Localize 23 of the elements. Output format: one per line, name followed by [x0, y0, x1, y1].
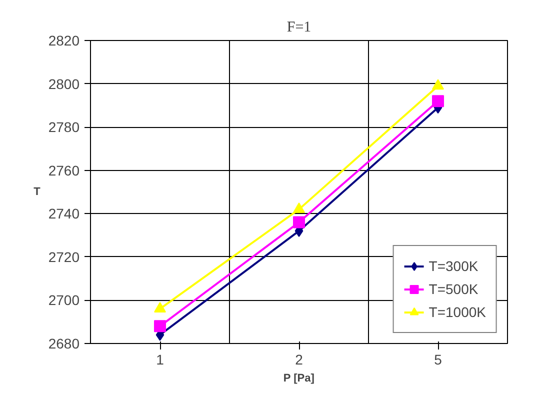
legend-label: T=1000K	[428, 304, 486, 320]
point	[154, 302, 166, 313]
x-axis-title: P [Pa]	[283, 372, 315, 384]
y-axis-title: T	[34, 186, 41, 198]
y-tick-label: 2680	[48, 336, 80, 352]
y-tick-label: 2720	[48, 248, 80, 265]
y-tick-label: 2800	[48, 76, 80, 92]
y-tick-label: 2760	[48, 162, 80, 178]
x-tick-label: 5	[434, 352, 442, 368]
point	[293, 216, 305, 228]
point	[293, 202, 305, 213]
y-tick-label: 2740	[48, 206, 80, 222]
y-tick-label: 2820	[48, 32, 80, 48]
point	[432, 95, 444, 108]
y-tick-label: 2700	[48, 292, 80, 308]
point	[432, 79, 444, 90]
point	[154, 320, 166, 332]
legend-label: T=300K	[428, 258, 478, 274]
y-tick-label: 2780	[48, 119, 80, 136]
x-tick-label: 1	[156, 352, 164, 368]
chart-title: F=1	[286, 20, 312, 36]
legend-label: T=500K	[428, 281, 478, 297]
x-tick-label: 2	[295, 352, 304, 368]
